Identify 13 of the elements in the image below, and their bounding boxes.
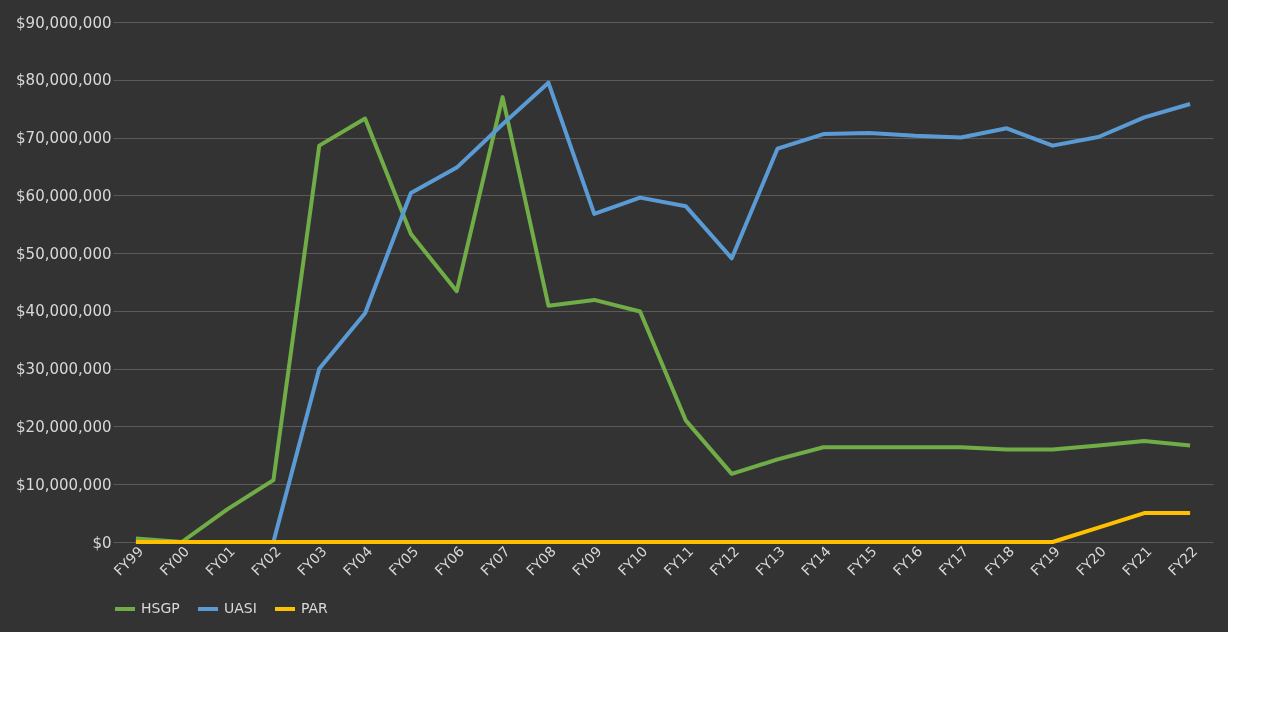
y-tick-label: $60,000,000 bbox=[16, 186, 112, 205]
y-tick-label: $50,000,000 bbox=[16, 244, 112, 263]
y-tick-label: $40,000,000 bbox=[16, 302, 112, 321]
y-tick-label: $10,000,000 bbox=[16, 475, 112, 494]
y-tick-label: $20,000,000 bbox=[16, 417, 112, 436]
legend-label: HSGP bbox=[141, 600, 180, 616]
y-tick-label: $80,000,000 bbox=[16, 71, 112, 90]
y-tick-label: $70,000,000 bbox=[16, 129, 112, 148]
y-tick-label: $90,000,000 bbox=[16, 13, 112, 32]
y-tick-label: $30,000,000 bbox=[16, 360, 112, 379]
legend-label: PAR bbox=[301, 600, 329, 616]
legend-label: UASI bbox=[224, 600, 257, 616]
y-tick-label: $0 bbox=[92, 533, 112, 552]
